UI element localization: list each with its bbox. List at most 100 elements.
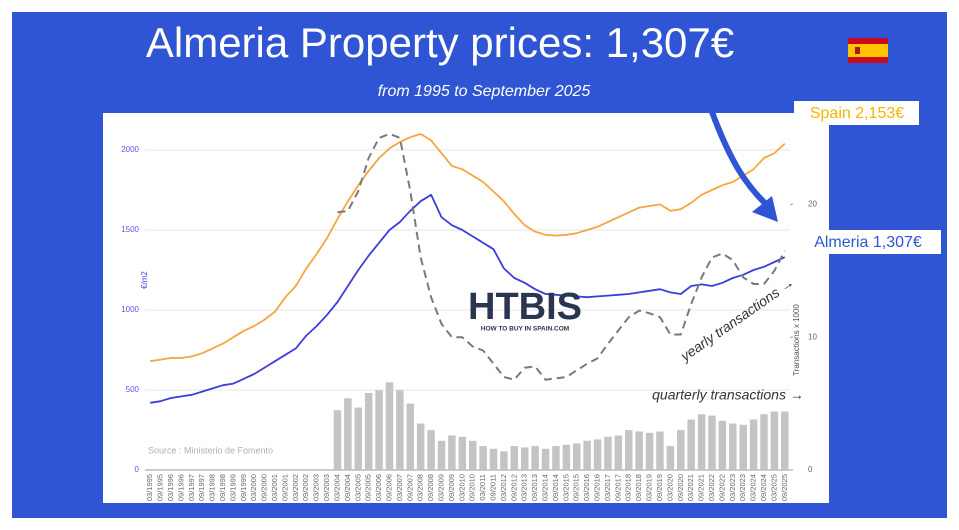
bar <box>583 440 591 470</box>
y-axis-title: €/m2 <box>140 271 149 289</box>
x-tick-label: 03/2016 <box>582 474 591 501</box>
x-tick-label: 09/1999 <box>239 474 248 501</box>
x-tick-label: 03/2010 <box>457 474 466 501</box>
x-tick-label: 03/2002 <box>291 474 300 501</box>
x-tick-label: 09/2018 <box>634 474 643 501</box>
flag <box>848 38 888 63</box>
bar <box>552 446 560 470</box>
x-tick-label: 09/2005 <box>364 474 373 501</box>
x-tick-label: 03/2013 <box>520 474 529 501</box>
bar <box>749 419 758 470</box>
bar <box>437 440 446 470</box>
x-tick-label: 09/1998 <box>218 474 227 501</box>
bar <box>500 451 508 470</box>
x-tick-label: 09/2017 <box>613 474 622 501</box>
line-series <box>150 133 786 363</box>
x-tick-label: 03/2024 <box>749 474 758 501</box>
bar <box>770 411 779 470</box>
x-tick-label: 03/1997 <box>187 474 196 501</box>
bar <box>739 424 747 470</box>
bar <box>479 446 487 470</box>
x-tick-label: 09/2022 <box>717 474 726 501</box>
x-tick-label: 03/1999 <box>228 474 237 501</box>
y-tick-label: 2000 <box>121 145 139 154</box>
x-tick-label: 03/2007 <box>395 474 404 501</box>
x-tick-label: 09/2006 <box>384 474 393 501</box>
bar <box>375 390 383 470</box>
bar <box>677 430 685 470</box>
bar <box>344 398 352 470</box>
almeria-label: Almeria 1,307€ <box>814 234 922 251</box>
x-tick-label: 09/1997 <box>197 474 206 501</box>
almeria-label-box <box>796 230 941 254</box>
bar <box>572 443 581 470</box>
bar <box>708 415 716 470</box>
bar <box>645 432 654 470</box>
bar <box>385 382 394 470</box>
x-tick-label: 03/2001 <box>270 474 279 501</box>
bar <box>333 410 342 470</box>
bar <box>531 446 539 470</box>
x-tick-label: 09/2025 <box>780 474 789 501</box>
bar <box>593 439 602 470</box>
bar <box>416 423 425 470</box>
x-tick-label: 09/2007 <box>405 474 414 501</box>
bar <box>635 431 643 470</box>
chart-subtitle: from 1995 to September 2025 <box>378 83 591 100</box>
bar <box>364 392 373 470</box>
x-tick-label: 09/2021 <box>697 474 706 501</box>
x-tick-label: 09/2011 <box>488 474 497 501</box>
x-tick-label: 03/2012 <box>499 474 508 501</box>
bar <box>489 448 498 470</box>
x-tick-label: 03/2009 <box>436 474 445 501</box>
x-tick-label: 03/2022 <box>707 474 716 501</box>
x-tick-label: 03/2005 <box>353 474 362 501</box>
bar <box>625 430 633 470</box>
bar <box>697 414 706 470</box>
x-tick-label: 03/2021 <box>686 474 695 501</box>
y2-axis-title: Transactions x 1000 <box>792 304 801 376</box>
bar <box>541 448 550 470</box>
bar <box>406 403 415 470</box>
bar <box>510 446 519 470</box>
x-tick-label: 09/1996 <box>176 474 185 501</box>
y2-tick-label: 20 <box>808 199 817 208</box>
x-tick-label: 09/1995 <box>156 474 165 501</box>
x-tick-label: 09/2024 <box>759 474 768 501</box>
bar <box>427 430 435 470</box>
logo: HTBIS <box>468 286 582 328</box>
x-tick-label: 09/2013 <box>530 474 539 501</box>
bar <box>656 431 664 470</box>
x-tick-label: 09/2020 <box>676 474 685 501</box>
x-tick-label: 09/2000 <box>260 474 269 501</box>
bar <box>687 419 695 470</box>
bar <box>520 447 529 470</box>
source-note: Source : Ministerio de Fomento <box>148 445 273 455</box>
bar <box>729 423 737 470</box>
spain-label: Spain 2,153€ <box>810 105 904 122</box>
bar <box>760 414 768 470</box>
x-tick-label: 09/2009 <box>447 474 456 501</box>
x-tick-label: 03/2025 <box>769 474 778 501</box>
bar <box>448 435 456 470</box>
x-tick-label: 03/2011 <box>478 474 487 501</box>
bar <box>468 440 477 470</box>
x-tick-label: 03/2023 <box>728 474 737 501</box>
x-tick-label: 03/2017 <box>603 474 612 501</box>
quarterly-annotation: quarterly transactions → <box>652 387 804 403</box>
line-series <box>337 132 786 381</box>
bar <box>354 407 363 470</box>
x-tick-label: 03/2006 <box>374 474 383 501</box>
x-tick-label: 03/2015 <box>561 474 570 501</box>
x-tick-label: 03/1998 <box>208 474 217 501</box>
x-tick-label: 09/2003 <box>322 474 331 501</box>
chart-title: Almeria Property prices: 1,307€ <box>146 19 734 66</box>
bar <box>614 435 623 470</box>
y-tick-label: 1000 <box>121 305 139 314</box>
x-tick-label: 03/2020 <box>665 474 674 501</box>
x-tick-label: 09/2023 <box>738 474 747 501</box>
line-series <box>150 193 786 404</box>
